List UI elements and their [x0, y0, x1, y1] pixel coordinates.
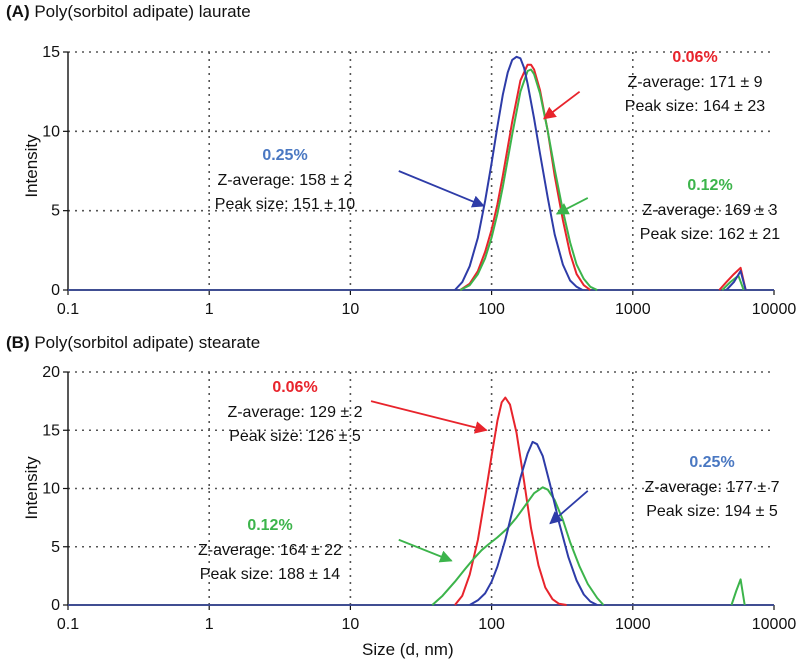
panel-b-annotation-0-12pct-line: Peak size: 188 ± 14 — [200, 566, 341, 583]
panel-b-y-tick-label: 0 — [51, 597, 60, 614]
panel-b-annotation-0-12pct-arrow — [398, 538, 453, 563]
panel-b-annotation-0-25pct-arrow — [549, 490, 589, 525]
panel-b-annotation-0-12pct-title: 0.12% — [247, 517, 292, 534]
panel-a-title-text: Poly(sorbitol adipate) laurate — [34, 2, 251, 21]
panel-b-y-tick-label: 10 — [42, 481, 60, 498]
panel-b-annotation-0-12pct-line: Z-average: 164 ± 22 — [198, 542, 342, 559]
panel-a-annotation-0-06pct-title: 0.06% — [672, 49, 717, 66]
panel-b-y-tick-label: 5 — [51, 539, 60, 556]
panel-a-y-tick-label: 15 — [42, 44, 60, 61]
panel-a-x-tick-label: 10 — [342, 301, 360, 318]
panel-a-y-tick-label: 10 — [42, 123, 60, 140]
panel-a-series-0-12pct-line — [459, 68, 598, 291]
panel-a-y-tick-label: 0 — [51, 282, 60, 299]
panel-b-title-text: Poly(sorbitol adipate) stearate — [34, 333, 261, 352]
panel-b-annotation-0-25pct-line: Peak size: 194 ± 5 — [646, 503, 778, 520]
panel-a-annotation-0-06pct-line: Z-average: 171 ± 9 — [627, 74, 762, 91]
panel-a-series-0-25pct-line — [454, 55, 583, 291]
panel-a-x-tick-label: 100 — [478, 301, 505, 318]
panel-a-series-0-12pct-line — [721, 274, 745, 291]
panel-a-annotation-0-12pct-line: Z-average: 169 ± 3 — [642, 202, 777, 219]
panel-b-series-0-12pct-line — [730, 578, 746, 606]
panel-a-x-tick-label: 1 — [205, 301, 214, 318]
panel-a-series-0-06pct-line — [459, 63, 591, 291]
panel-a-annotation-0-25pct-line: Peak size: 151 ± 10 — [215, 196, 356, 213]
panel-b-y-tick-label: 20 — [42, 364, 60, 381]
panel-a-x-tick-label: 1000 — [615, 301, 651, 318]
panel-b-series-0-12pct-line — [431, 486, 605, 606]
panel-a-series-0-25pct-line — [725, 270, 747, 291]
panel-b-annotation-0-06pct-title: 0.06% — [272, 379, 317, 396]
panel-b-series-0-25pct-line — [469, 440, 598, 606]
panel-b-title: (B) Poly(sorbitol adipate) stearate — [6, 333, 260, 353]
panel-a-annotation-0-12pct-title: 0.12% — [687, 177, 732, 194]
panel-b-x-tick-label: 1000 — [615, 616, 651, 633]
panel-b-y-tick-label: 15 — [42, 422, 60, 439]
panel-a-x-tick-label: 10000 — [752, 301, 797, 318]
panel-a-title: (A) Poly(sorbitol adipate) laurate — [6, 2, 251, 22]
panel-a-annotation-0-25pct-title: 0.25% — [262, 147, 307, 164]
panel-b-annotation-0-25pct-line: Z-average: 177 ± 7 — [644, 479, 779, 496]
panel-a-annotation-0-12pct-line: Peak size: 162 ± 21 — [640, 226, 781, 243]
panel-b-letter: (B) — [6, 333, 30, 352]
panel-a-annotation-0-25pct-arrow — [398, 170, 485, 208]
panel-a-annotation-0-06pct-line: Peak size: 164 ± 23 — [625, 98, 766, 115]
panel-b-x-tick-label: 1 — [205, 616, 214, 633]
panel-b-x-tick-label: 100 — [478, 616, 505, 633]
panel-b-x-tick-label: 10000 — [752, 616, 797, 633]
panel-a-letter: (A) — [6, 2, 30, 21]
panel-b-annotation-0-06pct-line: Z-average: 129 ± 2 — [227, 404, 362, 421]
panel-a-x-tick-label: 0.1 — [57, 301, 79, 318]
panel-b-series-0-06pct-line — [454, 396, 567, 606]
panel-a-annotation-0-25pct-line: Z-average: 158 ± 2 — [217, 172, 352, 189]
panel-b-annotation-0-06pct-arrow — [370, 400, 488, 434]
panel-a-annotation-0-06pct-arrow — [542, 90, 581, 120]
panel-a-annotation-0-12pct-arrow — [555, 197, 589, 215]
panel-b-x-tick-label: 10 — [342, 616, 360, 633]
panel-b-x-axis-label: Size (d, nm) — [362, 640, 454, 659]
panel-b-x-tick-label: 0.1 — [57, 616, 79, 633]
panel-b-annotation-0-06pct-line: Peak size: 126 ± 5 — [229, 428, 361, 445]
panel-a-y-tick-label: 5 — [51, 203, 60, 220]
panel-b-annotation-0-25pct-title: 0.25% — [689, 454, 734, 471]
